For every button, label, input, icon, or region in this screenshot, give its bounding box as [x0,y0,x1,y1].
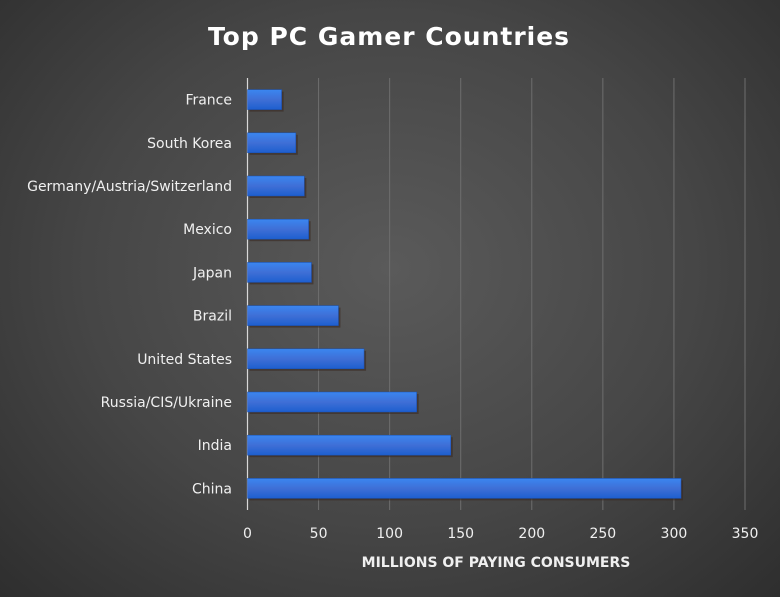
bar [247,262,312,283]
bar [247,132,297,154]
category-label: Japan [192,265,232,281]
chart-title: Top PC Gamer Countries [208,22,570,51]
category-label: China [192,481,232,497]
bar [247,348,365,370]
bar [247,305,339,326]
x-tick-label: 250 [589,526,616,542]
x-tick-label: 200 [518,526,545,542]
category-label: South Korea [147,136,232,152]
bar [247,218,309,240]
x-axis-label: MILLIONS OF PAYING CONSUMERS [362,555,631,571]
x-tick-label: 50 [310,526,328,542]
bar [247,391,417,413]
bar [247,89,282,110]
x-tick-label: 0 [243,526,252,542]
x-tick-label: 150 [447,526,474,542]
x-tick-label: 100 [376,526,403,542]
category-label: United States [137,352,232,368]
bar [247,478,682,499]
x-tick-label: 300 [661,526,688,542]
category-label: Russia/CIS/Ukraine [101,395,232,411]
category-label: Germany/Austria/Switzerland [27,179,232,195]
x-tick-label: 350 [732,526,759,542]
category-label: India [198,438,232,454]
category-label: Mexico [183,222,232,238]
category-label: France [185,93,232,109]
bar [247,434,452,456]
bar [247,175,305,197]
category-label: Brazil [193,309,232,325]
